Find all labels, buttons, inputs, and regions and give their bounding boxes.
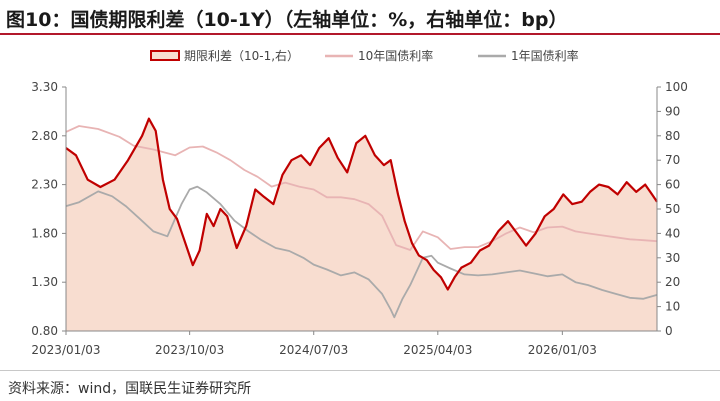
legend-label-3: 1年国债利率 xyxy=(511,48,579,63)
series-2-line xyxy=(65,125,658,251)
y-right-tick-label: 90 xyxy=(665,104,680,118)
x-tick-label: 2023/01/03 xyxy=(31,343,100,357)
y-left-tick-label: 1.80 xyxy=(31,226,58,240)
y-right-tick-label: 100 xyxy=(665,80,688,94)
y-left-tick-label: 0.80 xyxy=(31,324,58,338)
source-divider xyxy=(0,370,720,371)
y-right-tick-label: 0 xyxy=(665,324,673,338)
legend-label-1: 期限利差（10-1,右） xyxy=(184,48,299,63)
series-1-line xyxy=(65,117,658,291)
legend-label-2: 10年国债利率 xyxy=(358,48,433,63)
y-right-tick-label: 80 xyxy=(665,129,680,143)
chart-title: 图10：国债期限利差（10-1Y）（左轴单位：%，右轴单位：bp） xyxy=(6,9,568,31)
y-right-tick-label: 70 xyxy=(665,153,680,167)
y-right-tick-label: 20 xyxy=(665,275,680,289)
y-left-tick-label: 3.30 xyxy=(31,80,58,94)
series-1-area xyxy=(66,118,657,331)
y-right-tick-label: 30 xyxy=(665,251,680,265)
y-left-tick-label: 2.30 xyxy=(31,178,58,192)
x-tick-label: 2025/04/03 xyxy=(403,343,472,357)
title-bar: 图10：国债期限利差（10-1Y）（左轴单位：%，右轴单位：bp） xyxy=(0,0,720,35)
y-left-tick-label: 2.80 xyxy=(31,129,58,143)
y-left-tick-label: 1.30 xyxy=(31,275,58,289)
y-right-tick-label: 40 xyxy=(665,226,680,240)
legend-swatch-spread xyxy=(150,50,180,61)
y-right-tick-label: 10 xyxy=(665,300,680,314)
source-note: 资料来源：wind，国联民生证券研究所 xyxy=(8,381,252,397)
x-tick-label: 2026/01/03 xyxy=(528,343,597,357)
series-3-line xyxy=(65,185,658,319)
y-right-tick-label: 50 xyxy=(665,202,680,216)
x-tick-label: 2023/10/03 xyxy=(155,343,224,357)
chart-area: 0.80 1.30 1.80 2.30 2.80 3.30 0 10 20 30 40 50 60 70 8… xyxy=(31,48,688,357)
y-right-tick-label: 60 xyxy=(665,178,680,192)
x-tick-label: 2024/07/03 xyxy=(279,343,348,357)
